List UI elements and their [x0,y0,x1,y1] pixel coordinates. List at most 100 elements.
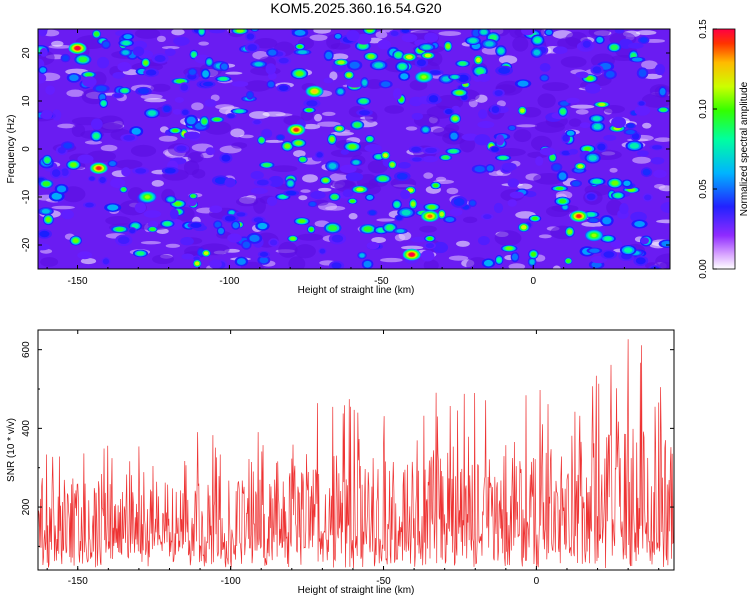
heatmap-blob-layer [85,202,94,208]
heatmap-blob-layer [568,148,578,155]
heatmap-blob [584,152,601,164]
heatmap-blob-layer [337,60,345,65]
heatmap-blob [565,129,576,137]
heatmap-valley [375,31,388,39]
heatmap-blob-layer [561,150,571,156]
heatmap-blob [38,72,47,84]
heatmap-blob [180,236,194,246]
heatmap-peak-layer [293,128,299,132]
heatmap-blob-layer [603,134,617,141]
heatmap-blob-layer [397,162,411,169]
heatmap-blob [192,259,202,268]
heatmap-blob-layer [596,36,604,43]
heatmap-blob-layer [310,190,326,200]
heatmap-blob-layer [224,215,236,222]
heatmap-blob [343,70,355,80]
heatmap-blob-layer [253,119,261,125]
heatmap-blob [328,192,341,202]
heatmap-blob-layer [653,169,667,179]
heatmap-valley [230,128,245,138]
heatmap-valley [401,245,424,250]
heatmap-blob [134,202,147,214]
heatmap-blob [423,241,436,250]
heatmap-blob-layer [650,157,665,165]
heatmap-blob-layer [420,250,435,262]
heatmap-blob [634,105,651,116]
heatmap-blob [81,71,97,79]
heatmap-blob [91,118,103,130]
heatmap-blob-layer [247,92,253,99]
heatmap-blob [328,260,345,269]
heatmap-blob [455,60,471,68]
heatmap-valley [329,173,349,182]
heatmap-blob-layer [396,173,408,180]
heatmap-blob-layer [208,29,226,34]
heatmap-blob-layer [205,147,216,156]
heatmap-blob-layer [131,127,141,135]
heatmap-blob-layer [558,172,567,180]
heatmap-blob-layer [284,143,291,149]
heatmap-blob-layer [642,168,651,176]
heatmap-blob [600,249,618,260]
heatmap-valley [405,126,418,131]
heatmap-blob-layer [269,239,278,246]
heatmap-low-region [463,216,478,224]
heatmap-low-region [187,151,204,163]
heatmap-blob-layer [110,178,126,189]
heatmap-blob [204,99,217,108]
heatmap-blob-layer [629,142,639,149]
heatmap-blob [266,196,278,207]
heatmap-blob [417,43,436,52]
heatmap-blob [595,141,608,153]
heatmap-blob [426,93,441,105]
heatmap-blob-layer [107,204,119,211]
heatmap-blob [423,203,441,212]
heatmap-blob [266,80,276,89]
heatmap-blob [250,29,260,32]
heatmap-blob [97,56,110,69]
heatmap-blob [539,74,550,82]
heatmap-blob-layer [183,131,201,140]
heatmap-blob [364,143,382,153]
heatmap-blob [302,107,316,114]
heatmap-blob [388,29,401,38]
heatmap-blob [610,191,626,200]
heatmap-blob-layer [174,96,185,103]
heatmap-blob [174,96,185,103]
heatmap-valley [641,60,658,70]
heatmap-blob [527,256,537,267]
heatmap-blob-layer [474,134,491,146]
heatmap-blob-layer [422,155,439,163]
heatmap-blob-layer [597,143,606,151]
heatmap-blob [397,162,411,169]
heatmap-blob [205,147,216,156]
y-tick-label: 20 [21,47,32,59]
heatmap-blob [631,219,648,229]
heatmap-blob-layer [268,175,284,188]
heatmap-blob [495,45,507,57]
heatmap-blob [38,243,51,251]
heatmap-blob [658,239,670,248]
heatmap-blob-layer [659,108,667,112]
heatmap-low-region [602,105,625,114]
heatmap-blob-layer [494,90,503,96]
heatmap-blob-layer [278,57,289,64]
heatmap-blob [382,222,398,233]
heatmap-blob [346,60,363,71]
x-tick-label: -150 [67,276,87,287]
heatmap-blob-layer [386,225,394,231]
heatmap-valley [264,139,284,143]
heatmap-blob-layer [118,236,130,245]
heatmap-blob-layer [634,105,651,116]
heatmap-blob [420,125,431,135]
heatmap-blob [422,155,439,163]
heatmap-blob [227,233,242,243]
heatmap-blob-layer [483,259,493,267]
heatmap-blob-layer [154,55,166,63]
heatmap-blob-layer [491,105,500,113]
heatmap-peak-layer [312,89,317,94]
heatmap-blob [173,144,190,154]
heatmap-blob [230,108,249,115]
heatmap-blob [319,176,332,185]
heatmap-blob-layer [143,60,148,66]
